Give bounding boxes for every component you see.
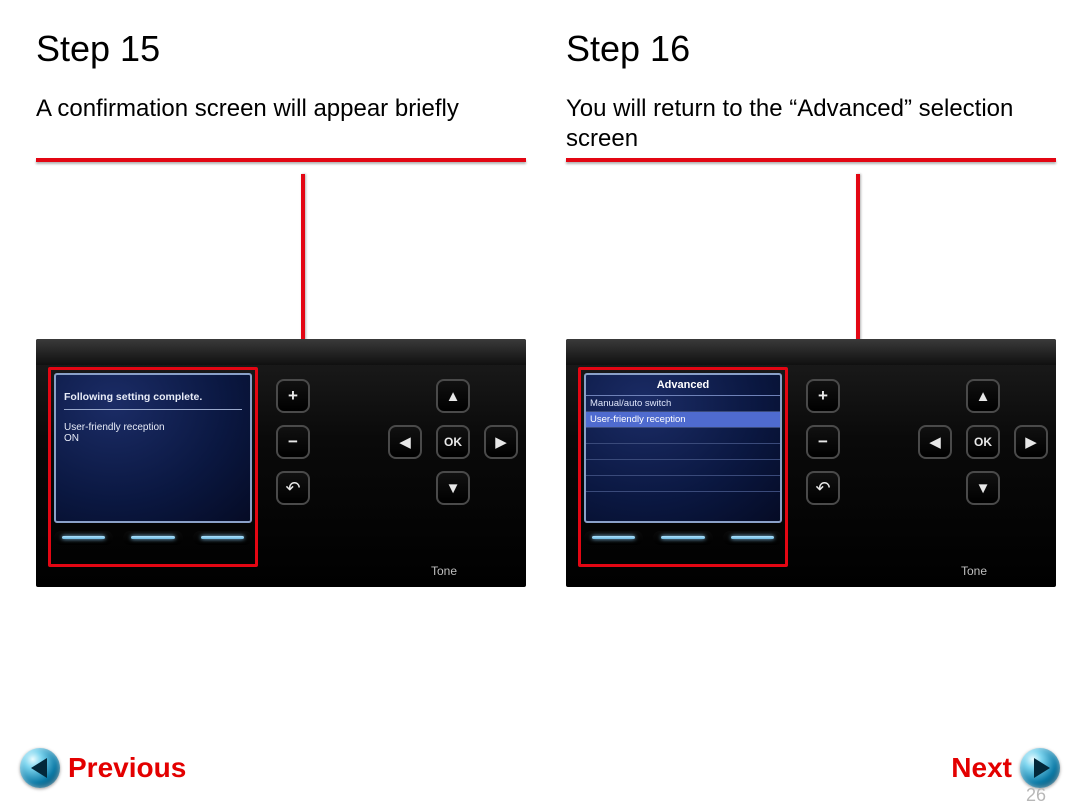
step-15-title: Step 15 (36, 28, 526, 70)
step-16-desc: You will return to the “Advanced” select… (566, 94, 1056, 156)
left-button[interactable]: ◀ (388, 425, 422, 459)
lcd-line-value: ON (64, 433, 242, 444)
previous-link[interactable]: Previous (20, 748, 186, 788)
right-button[interactable]: ▶ (1014, 425, 1048, 459)
up-button[interactable]: ▲ (966, 379, 1000, 413)
next-link[interactable]: Next (951, 748, 1060, 788)
plus-button[interactable]: + (806, 379, 840, 413)
device-panel-16: Advanced Manual/auto switch User-friendl… (566, 339, 1056, 587)
back-button[interactable]: ↶ (806, 471, 840, 505)
tone-label: Tone (431, 564, 457, 578)
lcd-menu-row-empty (586, 476, 780, 492)
ok-button[interactable]: OK (436, 425, 470, 459)
step-15-underline (36, 158, 526, 162)
softkey-3[interactable] (193, 531, 252, 545)
softkey-3[interactable] (723, 531, 782, 545)
lcd-screen-15: Following setting complete. User-friendl… (54, 373, 252, 523)
minus-button[interactable]: − (806, 425, 840, 459)
lcd-menu-row-empty (586, 444, 780, 460)
lcd-menu-title: Advanced (586, 379, 780, 391)
footer-nav: Previous Next (0, 748, 1080, 788)
lcd-screen-16: Advanced Manual/auto switch User-friendl… (584, 373, 782, 523)
page: Step 15 A confirmation screen will appea… (0, 0, 1080, 810)
previous-label: Previous (68, 752, 186, 784)
col-step-16: Step 16 You will return to the “Advanced… (566, 28, 1056, 587)
next-icon[interactable] (1020, 748, 1060, 788)
next-label: Next (951, 752, 1012, 784)
softkey-1[interactable] (54, 531, 113, 545)
minus-button[interactable]: − (276, 425, 310, 459)
softkey-1[interactable] (584, 531, 643, 545)
step-16-underline (566, 158, 1056, 162)
lcd-menu-row-empty (586, 428, 780, 444)
plus-button[interactable]: + (276, 379, 310, 413)
page-number: 26 (1026, 785, 1046, 806)
up-button[interactable]: ▲ (436, 379, 470, 413)
tone-label: Tone (961, 564, 987, 578)
softkey-2[interactable] (653, 531, 712, 545)
lcd-line-complete: Following setting complete. (64, 391, 242, 403)
col-step-15: Step 15 A confirmation screen will appea… (36, 28, 526, 587)
left-button[interactable]: ◀ (918, 425, 952, 459)
back-button[interactable]: ↶ (276, 471, 310, 505)
softkey-2[interactable] (123, 531, 182, 545)
device-panel-15: Following setting complete. User-friendl… (36, 339, 526, 587)
previous-icon[interactable] (20, 748, 60, 788)
down-button[interactable]: ▼ (436, 471, 470, 505)
right-button[interactable]: ▶ (484, 425, 518, 459)
softkeys (54, 531, 252, 545)
lcd-rule (64, 409, 242, 410)
columns: Step 15 A confirmation screen will appea… (36, 28, 1044, 587)
ok-button[interactable]: OK (966, 425, 1000, 459)
step-16-title: Step 16 (566, 28, 1056, 70)
lcd-line-setting: User-friendly reception (64, 422, 242, 433)
down-button[interactable]: ▼ (966, 471, 1000, 505)
step-15-desc: A confirmation screen will appear briefl… (36, 94, 526, 156)
lcd-menu-row-1[interactable]: User-friendly reception (586, 412, 780, 428)
lcd-menu-row-0[interactable]: Manual/auto switch (586, 396, 780, 412)
lcd-menu-row-empty (586, 460, 780, 476)
softkeys (584, 531, 782, 545)
